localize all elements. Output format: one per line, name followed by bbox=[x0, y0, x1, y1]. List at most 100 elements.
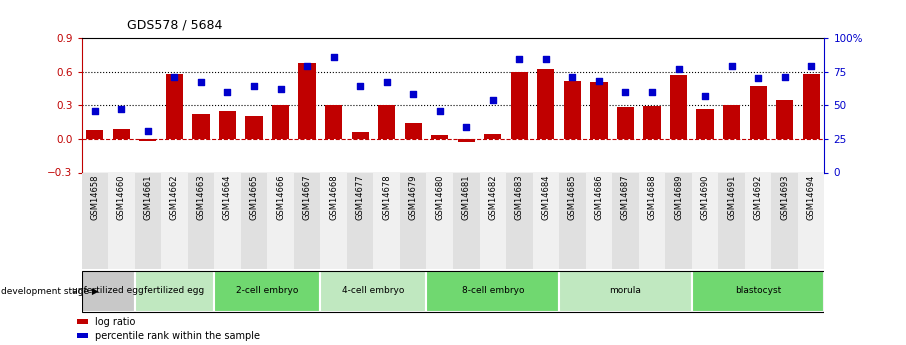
Text: percentile rank within the sample: percentile rank within the sample bbox=[95, 331, 260, 341]
Text: GDS578 / 5684: GDS578 / 5684 bbox=[127, 18, 222, 31]
Text: blastocyst: blastocyst bbox=[735, 286, 781, 295]
Text: GSM14666: GSM14666 bbox=[276, 175, 285, 220]
Text: fertilized egg: fertilized egg bbox=[144, 286, 205, 295]
Text: GSM14685: GSM14685 bbox=[568, 175, 577, 220]
Point bbox=[432, 108, 447, 114]
Point bbox=[698, 93, 712, 99]
Text: morula: morula bbox=[610, 286, 641, 295]
Text: GSM14663: GSM14663 bbox=[197, 175, 206, 220]
Text: GSM14683: GSM14683 bbox=[515, 175, 524, 220]
Bar bbox=[798, 172, 824, 269]
Bar bbox=[352, 132, 369, 139]
Bar bbox=[749, 86, 766, 139]
Bar bbox=[670, 75, 687, 139]
Bar bbox=[140, 139, 157, 141]
Bar bbox=[378, 105, 395, 139]
Bar bbox=[77, 333, 89, 338]
Text: GSM14661: GSM14661 bbox=[143, 175, 152, 220]
Bar bbox=[643, 106, 660, 139]
Bar bbox=[214, 172, 241, 269]
Text: GSM14664: GSM14664 bbox=[223, 175, 232, 220]
Bar bbox=[427, 172, 453, 269]
Bar bbox=[511, 71, 528, 139]
Text: GSM14660: GSM14660 bbox=[117, 175, 126, 220]
Bar bbox=[533, 172, 559, 269]
Bar bbox=[665, 172, 692, 269]
Point bbox=[671, 66, 686, 72]
Text: GSM14691: GSM14691 bbox=[728, 175, 736, 220]
Text: GSM14681: GSM14681 bbox=[462, 175, 471, 220]
Text: log ratio: log ratio bbox=[95, 317, 136, 327]
Bar bbox=[82, 271, 135, 312]
Point bbox=[459, 124, 474, 129]
Bar bbox=[321, 271, 427, 312]
Bar bbox=[325, 105, 342, 139]
Point bbox=[592, 78, 606, 84]
Text: GSM14667: GSM14667 bbox=[303, 175, 312, 220]
Text: GSM14679: GSM14679 bbox=[409, 175, 418, 220]
Point bbox=[246, 83, 261, 89]
Bar bbox=[585, 172, 612, 269]
Text: GSM14668: GSM14668 bbox=[329, 175, 338, 220]
Bar bbox=[321, 172, 347, 269]
Bar bbox=[219, 111, 236, 139]
Bar bbox=[718, 172, 745, 269]
Text: GSM14690: GSM14690 bbox=[700, 175, 709, 220]
Bar bbox=[192, 114, 209, 139]
Point bbox=[140, 128, 155, 134]
Bar bbox=[692, 271, 824, 312]
Bar bbox=[166, 74, 183, 139]
Bar bbox=[188, 172, 214, 269]
Text: GSM14682: GSM14682 bbox=[488, 175, 497, 220]
Bar bbox=[214, 271, 321, 312]
Point bbox=[725, 63, 739, 69]
Bar bbox=[161, 172, 188, 269]
Text: development stage ▶: development stage ▶ bbox=[1, 287, 99, 296]
Bar bbox=[77, 319, 89, 324]
Point bbox=[220, 89, 235, 95]
Point bbox=[352, 83, 368, 89]
Text: GSM14665: GSM14665 bbox=[249, 175, 258, 220]
Bar bbox=[697, 109, 714, 139]
Bar bbox=[458, 139, 475, 142]
Bar bbox=[135, 172, 161, 269]
Point bbox=[380, 80, 394, 85]
Bar bbox=[617, 108, 634, 139]
Text: GSM14680: GSM14680 bbox=[435, 175, 444, 220]
Bar bbox=[453, 172, 479, 269]
Text: GSM14677: GSM14677 bbox=[356, 175, 364, 220]
Point bbox=[300, 63, 314, 69]
Bar bbox=[692, 172, 718, 269]
Bar bbox=[639, 172, 665, 269]
Bar bbox=[86, 130, 103, 139]
Bar bbox=[135, 271, 214, 312]
Text: GSM14688: GSM14688 bbox=[648, 175, 657, 220]
Point bbox=[114, 107, 129, 112]
Bar bbox=[484, 134, 501, 139]
Bar bbox=[347, 172, 373, 269]
Bar bbox=[82, 172, 108, 269]
Point bbox=[804, 63, 818, 69]
Bar bbox=[723, 105, 740, 139]
Text: 4-cell embryo: 4-cell embryo bbox=[342, 286, 405, 295]
Point bbox=[326, 54, 341, 60]
Text: GSM14662: GSM14662 bbox=[170, 175, 178, 220]
Point bbox=[538, 57, 553, 62]
Point bbox=[194, 80, 208, 85]
Bar bbox=[246, 117, 263, 139]
Bar bbox=[108, 172, 135, 269]
Bar bbox=[537, 69, 554, 139]
Bar bbox=[373, 172, 400, 269]
Text: unfertilized egg: unfertilized egg bbox=[72, 286, 144, 295]
Text: 2-cell embryo: 2-cell embryo bbox=[236, 286, 298, 295]
Point bbox=[777, 74, 792, 80]
Point bbox=[751, 76, 766, 81]
Point bbox=[618, 89, 632, 95]
Bar bbox=[776, 100, 794, 139]
Bar bbox=[564, 81, 581, 139]
Bar bbox=[745, 172, 771, 269]
Bar bbox=[272, 105, 289, 139]
Text: GSM14684: GSM14684 bbox=[542, 175, 550, 220]
Bar bbox=[559, 172, 585, 269]
Text: GSM14694: GSM14694 bbox=[806, 175, 815, 220]
